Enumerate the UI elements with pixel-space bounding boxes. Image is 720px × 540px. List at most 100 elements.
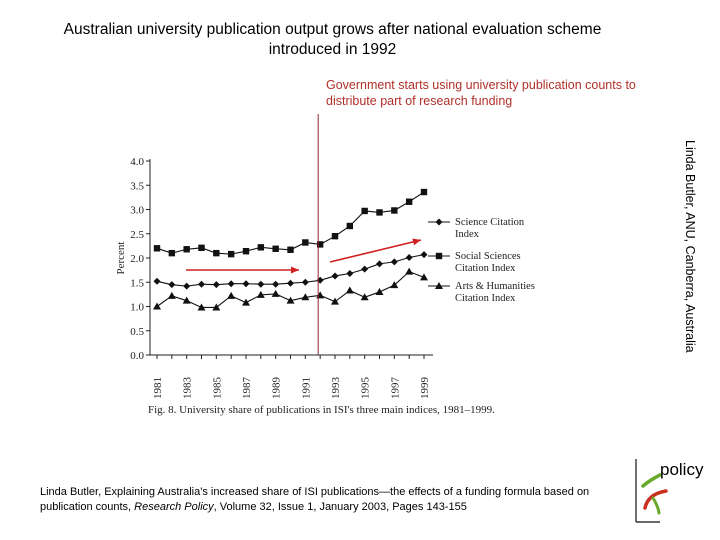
y-tick-label: 1.0 [130,302,144,314]
x-tick-label: 1999 [419,377,431,400]
x-tick-label: 1983 [182,377,194,400]
data-point [420,273,428,281]
data-point [287,279,294,287]
data-point [302,239,309,246]
policy-logo-icon [635,459,668,523]
y-tick-label: 0.5 [130,326,144,338]
trend-arrow-head [412,238,421,246]
y-tick-label: 2.0 [130,253,144,265]
legend-marker [435,218,443,226]
data-point [375,287,384,295]
x-tick-label: 1995 [360,377,372,400]
data-point [242,298,250,306]
data-point [346,222,354,230]
data-point [331,232,339,240]
data-point [227,280,235,288]
logo-text: policy [660,460,704,479]
x-tick-label: 1993 [330,377,342,400]
data-point [256,290,265,298]
data-point [301,293,310,301]
data-point [257,244,265,251]
legend-label: Arts & Humanities [455,281,535,292]
data-point [198,280,205,288]
trend-arrows [186,238,422,274]
data-point [316,241,324,248]
data-point [272,245,279,252]
data-point [287,246,294,253]
citation-text: Linda Butler, Explaining Australia's inc… [40,486,590,513]
data-point [153,277,161,285]
data-point [257,280,265,288]
data-point [390,281,399,289]
citation-details: , Volume 32, Issue 1, January 2003, Page… [213,501,467,513]
chart-axes: 0.0 0.5 1.0 1.5 2.0 2.5 3.0 3.5 4.0 Percent 1981 19… [115,156,433,399]
y-tick-label: 0.0 [130,350,144,362]
data-point [183,282,191,290]
data-point [391,207,398,214]
y-axis-label: Percent [115,242,127,275]
x-tick-label: 1989 [271,377,283,400]
data-point [242,248,250,255]
data-point [286,296,295,304]
logo-green-tail [651,496,661,515]
data-point [182,296,191,304]
data-point [153,302,161,310]
logo-red-stroke [643,489,668,510]
data-point [227,250,235,258]
y-tick-label: 3.5 [130,180,144,192]
legend-label: Citation Index [455,263,516,274]
data-point [271,289,280,297]
data-point [376,209,383,216]
y-tick-label: 2.5 [130,229,144,241]
data-point [183,246,190,253]
legend-label: Science Citation [455,217,525,228]
x-tick-label: 1981 [152,377,164,399]
data-point [197,303,206,311]
legend-label: Citation Index [455,293,516,304]
data-point [272,280,280,288]
policy-annotation: Government starts using university publi… [326,78,636,108]
logo-green-stroke [641,473,662,488]
data-point [153,245,161,252]
data-point [361,207,368,215]
data-point [212,281,220,289]
data-point [331,272,339,280]
trend-arrow-head [291,266,299,274]
legend-marker [435,252,443,260]
data-point [213,249,220,257]
data-point [345,286,354,294]
data-point [301,278,309,286]
series-line-1 [156,191,425,255]
y-tick-label: 1.5 [130,277,144,289]
data-point [242,280,250,288]
data-point [168,281,176,289]
y-tick-label: 4.0 [130,156,144,168]
data-point [331,297,339,305]
data-point [346,270,354,278]
x-tick-label: 1991 [300,377,312,399]
data-point [405,267,414,275]
data-point [420,251,428,259]
data-point [198,244,205,252]
citation-journal: Research Policy [134,501,214,513]
data-point [376,260,383,268]
chart-marks [153,188,428,311]
legend-label: Index [455,229,480,240]
x-tick-label: 1985 [211,377,223,400]
data-point [168,249,176,257]
data-point [167,291,176,299]
figure-caption: Fig. 8. University share of publications… [148,404,495,416]
trend-arrow-shaft [329,239,422,263]
data-point [390,258,398,266]
data-point [405,254,413,262]
data-point [405,198,413,205]
x-tick-label: 1997 [389,377,401,400]
data-point [361,265,369,273]
x-tick-label: 1987 [241,377,253,400]
data-point [316,291,325,299]
legend-label: Social Sciences [455,251,521,262]
y-tick-label: 3.0 [130,205,144,217]
data-point [212,303,221,311]
